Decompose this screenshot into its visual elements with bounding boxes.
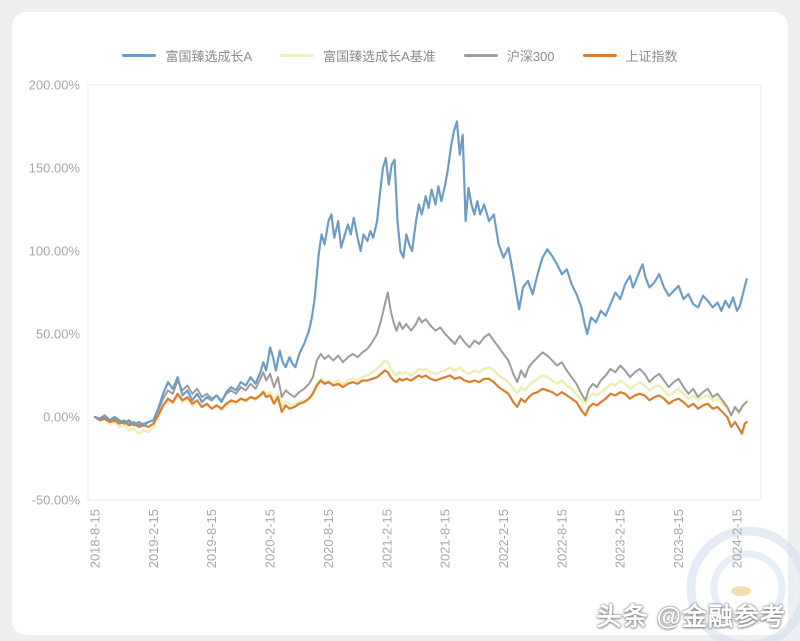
x-tick-label: 2023-8-15	[671, 509, 686, 568]
y-tick-label: 200.00%	[29, 78, 81, 93]
x-tick-label: 2021-2-15	[379, 509, 394, 568]
legend-label-csi300: 沪深300	[506, 49, 555, 64]
legend-swatch-benchmark-line-icon	[280, 54, 315, 57]
x-tick-label: 2018-8-15	[88, 509, 103, 568]
legend-label-fund: 富国臻选成长A	[165, 49, 253, 64]
chart-legend: 富国臻选成长A 富国臻选成长A基准 沪深300 上证指数	[0, 46, 800, 65]
legend-item-csi300: 沪深300	[463, 46, 555, 65]
watermark-logo-outer-ring-icon	[686, 526, 800, 641]
legend-item-fund: 富国臻选成长A	[122, 46, 252, 65]
legend-item-sse: 上证指数	[582, 46, 678, 65]
legend-swatch-csi300-line-icon	[463, 54, 498, 57]
x-tick-label: 2023-2-15	[613, 509, 628, 568]
watermark-text: 头条 @金融参考	[596, 603, 786, 631]
x-tick-label: 2022-2-15	[496, 509, 511, 568]
y-tick-label: 0.00%	[43, 410, 80, 425]
x-tick-label: 2019-8-15	[204, 509, 219, 568]
x-tick-label: 2019-2-15	[146, 509, 161, 568]
plot-border	[87, 84, 762, 501]
watermark-logo-accent-icon	[731, 586, 751, 596]
x-tick-label: 2022-8-15	[554, 509, 569, 568]
y-tick-label: 150.00%	[29, 161, 81, 176]
legend-label-sse: 上证指数	[625, 49, 678, 64]
watermark-logo-inner-ring-icon	[710, 550, 786, 626]
series-line-sse	[93, 369, 748, 435]
x-tick-label: 2021-8-15	[438, 509, 453, 568]
y-tick-label: -50.00%	[32, 493, 81, 508]
series-line-csi300	[94, 291, 748, 427]
series-line-benchmark	[93, 359, 749, 435]
x-tick-label: 2024-2-15	[730, 509, 745, 568]
y-tick-label: 100.00%	[29, 244, 81, 259]
x-tick-label: 2020-2-15	[263, 509, 278, 568]
x-tick-label: 2020-8-15	[321, 509, 336, 568]
legend-swatch-sse-line-icon	[582, 54, 617, 57]
y-tick-label: 50.00%	[36, 327, 81, 342]
legend-swatch-fund-line-icon	[122, 54, 157, 57]
legend-label-benchmark: 富国臻选成长A基准	[323, 49, 436, 64]
series-line-fund	[93, 120, 748, 427]
legend-item-benchmark: 富国臻选成长A基准	[280, 46, 436, 65]
